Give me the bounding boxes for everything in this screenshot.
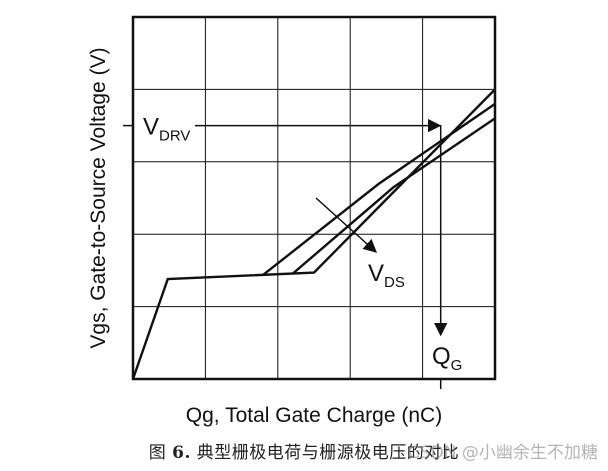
caption-prefix: 图 [148,443,167,463]
series-line-2 [262,102,496,276]
figure-caption: 图 6. 典型栅极电荷与栅源极电压的对比 [0,438,608,463]
qg-label: QG [432,343,462,374]
chart-grid [133,17,495,379]
vdrv-label: VDRV [143,114,190,145]
vds-arrow [315,197,378,253]
qg-subscript: G [451,357,463,374]
vds-label: VDS [368,260,405,291]
caption-text: 典型栅极电荷与栅源极电压的对比 [196,443,460,463]
gate-charge-chart: VDRV VDS QG Qg, Total Gate Charge (nC) Vgs… [87,15,497,427]
vds-subscript: DS [384,274,405,291]
y-axis-label: Vgs, Gate-to-Source Voltage (V) [87,47,110,348]
vdrv-subscript: DRV [159,128,190,145]
chart-curves [131,88,496,380]
series-line-3 [291,117,496,275]
chart-annotations: VDRV VDS QG [123,114,462,389]
plot-frame [131,15,497,381]
x-axis-label: Qg, Total Gate Charge (nC) [186,404,442,427]
watermark-text: CSDN @小幽余生不加糖 [408,443,598,463]
caption-number: 6. [172,443,191,463]
